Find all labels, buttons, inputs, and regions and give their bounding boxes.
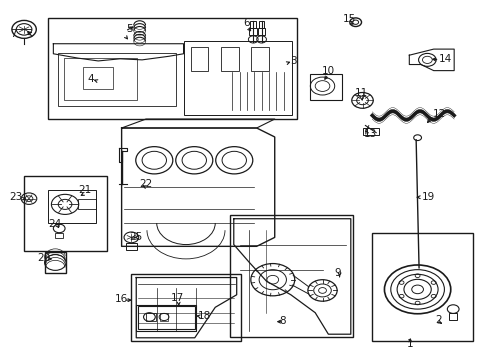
Text: 22: 22: [139, 179, 152, 189]
Bar: [250, 22, 256, 28]
Bar: [48, 190, 96, 223]
Text: 18: 18: [198, 311, 211, 320]
Bar: [221, 47, 238, 71]
Text: 4: 4: [87, 74, 94, 84]
Bar: [257, 28, 265, 35]
Bar: [55, 233, 63, 238]
Bar: [448, 314, 456, 320]
Bar: [78, 199, 96, 209]
Bar: [136, 305, 195, 330]
Bar: [251, 47, 268, 71]
Bar: [48, 18, 297, 119]
Bar: [138, 306, 194, 329]
Bar: [58, 53, 176, 107]
Text: 17: 17: [170, 293, 183, 303]
Text: 8: 8: [279, 316, 285, 325]
Text: 15: 15: [342, 14, 355, 24]
Bar: [146, 313, 156, 321]
Bar: [249, 28, 257, 35]
Bar: [64, 58, 137, 100]
Text: 20: 20: [37, 253, 50, 263]
Bar: [183, 41, 292, 116]
Text: 23: 23: [10, 192, 23, 202]
Bar: [24, 176, 107, 251]
Bar: [190, 47, 208, 71]
Text: 13: 13: [363, 129, 376, 139]
Text: 25: 25: [129, 232, 142, 242]
Text: 14: 14: [438, 54, 451, 64]
Text: 10: 10: [321, 66, 334, 76]
Text: 9: 9: [334, 267, 341, 278]
Text: 11: 11: [354, 88, 367, 98]
Text: 6: 6: [243, 18, 250, 28]
Text: 16: 16: [115, 294, 128, 304]
Bar: [125, 243, 137, 250]
Bar: [131, 274, 240, 341]
Bar: [258, 22, 264, 28]
Bar: [82, 67, 113, 89]
Text: 19: 19: [421, 192, 434, 202]
Text: 21: 21: [78, 185, 91, 195]
Bar: [160, 314, 167, 320]
Text: 5: 5: [126, 24, 133, 35]
Text: 2: 2: [434, 315, 441, 325]
Bar: [229, 215, 352, 337]
Text: 12: 12: [432, 109, 445, 119]
Text: 7: 7: [11, 29, 17, 39]
Bar: [371, 233, 472, 341]
Text: 1: 1: [406, 339, 413, 349]
Bar: [362, 128, 378, 135]
Bar: [310, 74, 341, 100]
Bar: [44, 252, 66, 273]
Text: 24: 24: [49, 219, 62, 229]
Text: 3: 3: [289, 56, 296, 66]
